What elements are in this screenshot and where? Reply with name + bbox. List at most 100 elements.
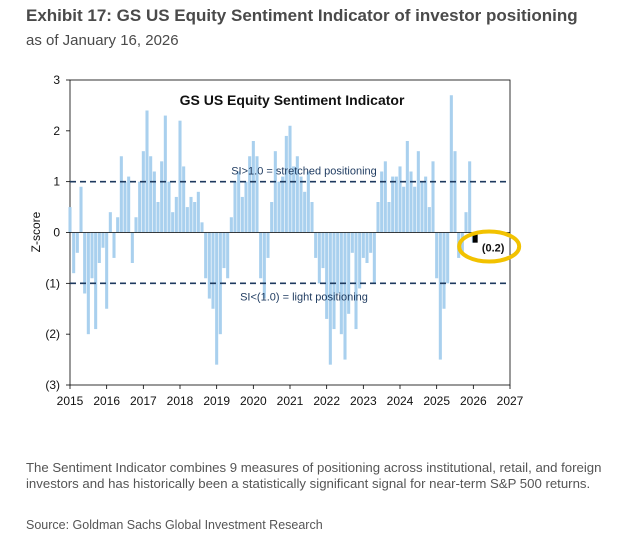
sentiment-bar [255,156,259,233]
sentiment-bar [215,232,219,365]
sentiment-bar [240,196,244,233]
sentiment-bar [336,232,340,294]
sentiment-bar [299,176,303,233]
sentiment-bar [233,181,237,233]
x-tick-label: 2022 [313,394,340,408]
sentiment-bar [325,232,329,319]
y-axis-title: Z-score [29,211,43,252]
sentiment-bar [354,232,358,330]
sentiment-bar [211,232,215,309]
sentiment-bar [189,196,193,233]
sentiment-bar [90,232,94,279]
x-tick-label: 2024 [387,394,414,408]
sentiment-bar [413,186,417,233]
sentiment-bar [277,181,281,233]
sentiment-bar [416,151,420,233]
sentiment-bar [68,207,72,233]
sentiment-bar [101,232,105,248]
latest-value-label: (0.2) [482,243,505,255]
plot-title: GS US Equity Sentiment Indicator [180,92,405,108]
exhibit-title: Exhibit 17: GS US Equity Sentiment Indic… [26,6,578,25]
sentiment-bar [248,156,252,233]
sentiment-bar [163,115,167,233]
latest-bar [472,232,478,243]
sentiment-bar [75,232,79,253]
x-tick-label: 2021 [277,394,304,408]
x-tick-label: 2019 [203,394,230,408]
y-tick-label: 2 [53,124,60,138]
sentiment-bar [284,135,288,233]
sentiment-bar [292,166,296,233]
x-tick-label: 2023 [350,394,377,408]
x-tick-label: 2027 [497,394,524,408]
sentiment-bar [427,207,431,233]
sentiment-bar [171,212,175,233]
sentiment-bar [86,232,90,335]
sentiment-bar [138,181,142,233]
sentiment-bar [372,232,376,284]
sentiment-bar [119,156,123,233]
sentiment-bar [387,202,391,233]
sentiment-bar [376,202,380,233]
sentiment-bar [391,176,395,233]
y-tick-label: 3 [53,73,60,87]
highlight-circle [457,229,522,264]
sentiment-bar [156,202,160,233]
y-tick-label: 0 [53,226,60,240]
sentiment-bar [394,176,398,233]
sentiment-bar [449,95,453,233]
x-tick-label: 2020 [240,394,267,408]
sentiment-bar [72,232,76,274]
sentiment-bar [435,232,439,279]
bars-group [68,95,475,365]
sentiment-bar [306,171,310,233]
chart-source: Source: Goldman Sachs Global Investment … [26,518,323,532]
sentiment-bar [310,202,314,233]
sentiment-bar [303,191,307,233]
sentiment-bar [328,232,332,365]
sentiment-bar [273,151,277,233]
exhibit-subtitle: as of January 16, 2026 [26,32,179,49]
sentiment-bar [108,212,112,233]
x-tick-label: 2016 [93,394,120,408]
sentiment-bar [145,110,149,233]
sentiment-bar [464,212,468,233]
sentiment-bar [105,232,109,309]
sentiment-bar [383,161,387,233]
sentiment-bar [182,166,186,233]
sentiment-bar [178,120,182,233]
x-axis-ticks: 2015 2016 2017 2018 2019 2020 2021 2022 2023 2024… [57,385,524,408]
x-tick-label: 2017 [130,394,157,408]
sentiment-bar [226,232,230,279]
sentiment-bar [350,232,354,253]
sentiment-bar [244,181,248,233]
sentiment-bar [259,232,263,279]
sentiment-bar [270,202,274,233]
sentiment-bar [200,222,204,233]
sentiment-bar [402,186,406,233]
sentiment-bar [185,207,189,233]
sentiment-bar [431,161,435,233]
sentiment-bar [369,232,373,253]
x-tick-label: 2018 [167,394,194,408]
sentiment-bar [204,232,208,279]
sentiment-bar [424,176,428,233]
sentiment-bar [442,232,446,309]
sentiment-bar [79,186,83,233]
sentiment-bar [468,161,472,233]
sentiment-bar [405,141,409,233]
sentiment-bar [380,171,384,233]
sentiment-bar [409,171,413,233]
sentiment-bar [251,141,255,233]
sentiment-bar [281,176,285,233]
latest-value-callout: (0.2) [457,229,522,264]
sentiment-bar [237,171,241,233]
sentiment-bar [288,125,292,233]
sentiment-bar [141,151,145,233]
sentiment-bar [94,232,98,330]
sentiment-bar [160,161,164,233]
sentiment-bar [222,232,226,269]
sentiment-bar [83,232,87,294]
sentiment-bar [112,232,116,258]
sentiment-bar [438,232,442,360]
